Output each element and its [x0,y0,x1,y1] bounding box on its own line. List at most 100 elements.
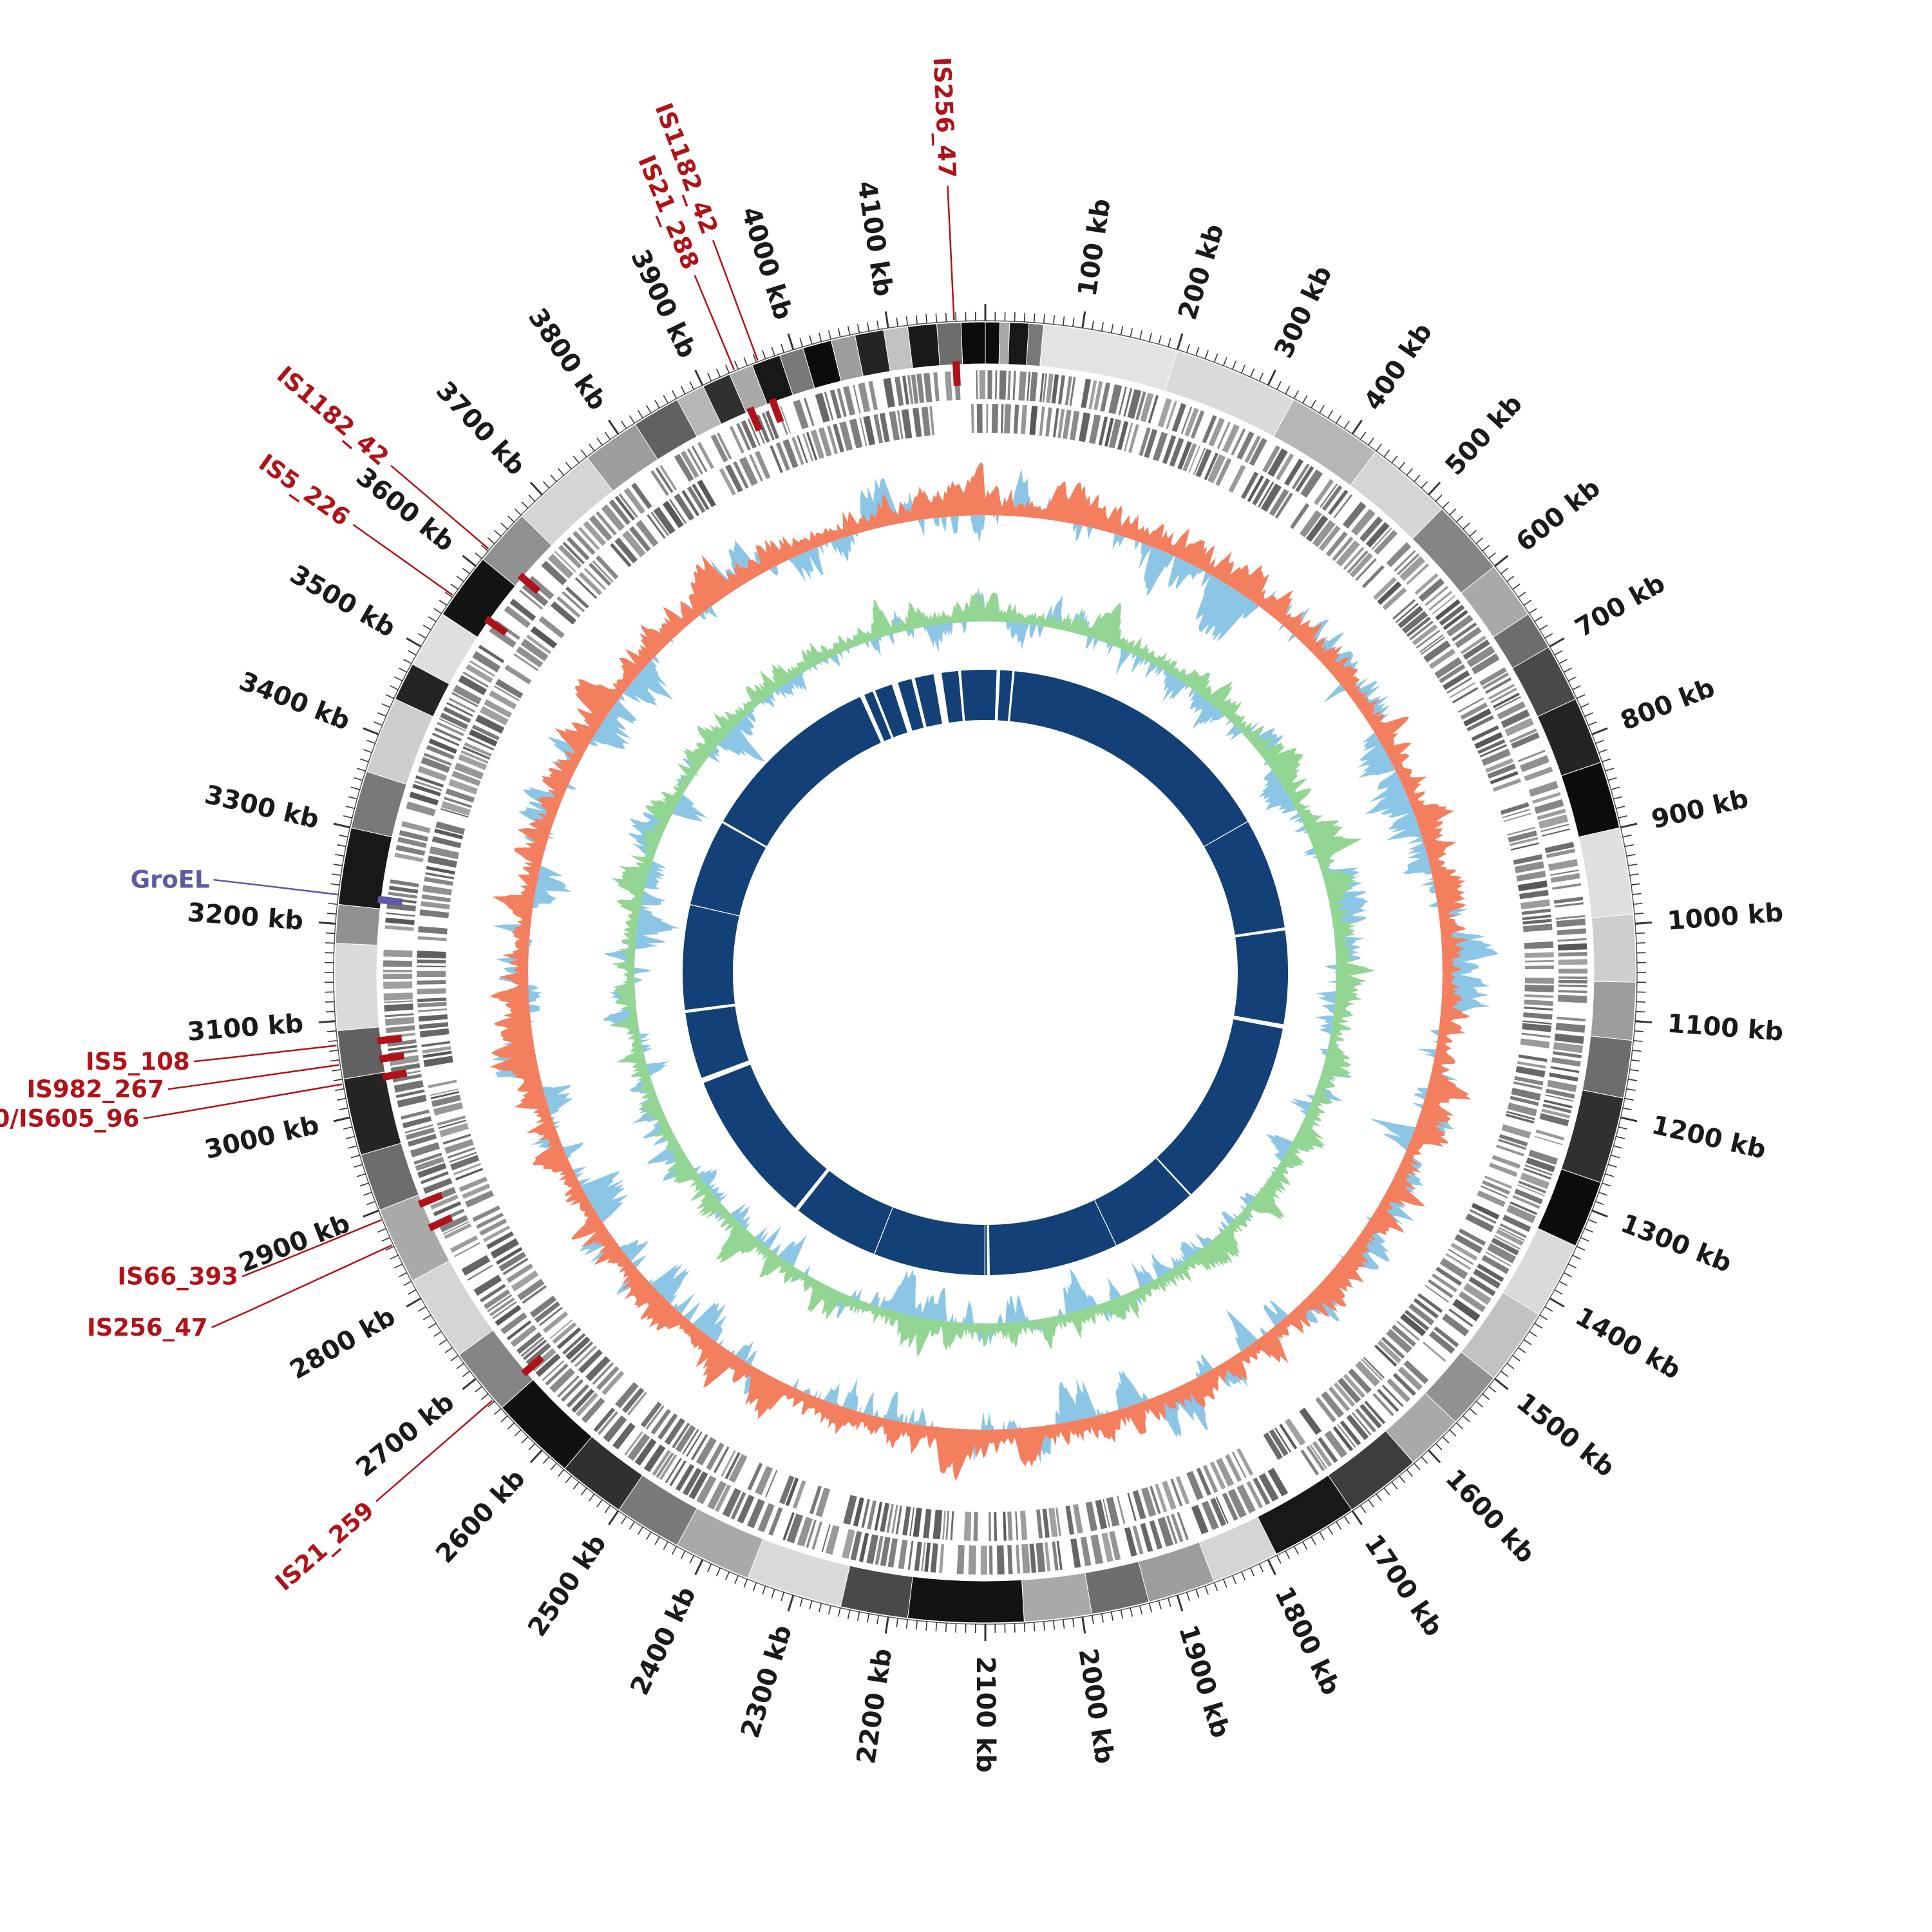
gene-block [719,468,736,496]
major-tick [787,333,795,350]
gene-block [1414,573,1439,595]
gene-block [971,404,974,433]
gene-block [385,917,415,925]
gene-block [561,1379,584,1402]
gene-block [1312,520,1336,547]
gene-block [1454,627,1482,649]
gene-block [1361,1358,1383,1381]
gene-block [566,1384,589,1408]
gene-block [1139,427,1151,457]
gene-block [440,808,469,818]
minor-tick [819,332,822,342]
minor-tick [1554,1289,1563,1295]
gene-block [1299,1407,1322,1435]
minor-tick [500,522,508,530]
minor-tick [1232,361,1236,370]
gene-block [1377,1388,1399,1412]
gene-block [1558,976,1587,980]
minor-tick [663,1541,668,1550]
gene-block [1450,1242,1478,1261]
gene-block [435,821,466,835]
minor-tick [1139,1605,1143,1615]
gene-block [1510,1095,1539,1106]
minor-tick [1285,1550,1291,1560]
minor-tick [1618,815,1627,819]
major-tick [462,554,477,567]
gene-block [1457,697,1484,713]
gene-block [439,718,466,732]
gene-block [923,373,933,402]
gene-block [810,430,825,459]
minor-tick [1336,1521,1342,1530]
gene-block [736,422,751,451]
gene-block [1386,542,1412,567]
minor-tick [1343,1516,1350,1524]
minor-tick [1383,449,1390,457]
gene-block [1162,1481,1177,1510]
gene-block [1336,540,1360,567]
gene-block [1485,1251,1511,1267]
gene-block [1412,624,1438,646]
gene-block [1127,1492,1137,1521]
minor-tick [734,361,739,370]
gene-block [1448,1249,1474,1265]
minor-tick [1558,1280,1567,1286]
gene-block [444,1139,474,1154]
minor-tick [521,501,529,509]
major-tick [1081,311,1086,328]
gene-block [1171,402,1186,432]
gene-block [1491,1237,1519,1256]
gene-block [1039,373,1045,402]
gene-block [394,853,424,862]
gene-block [410,1142,440,1158]
gene-block [386,1025,415,1034]
gene-block [506,1263,533,1283]
gene-block [422,885,452,896]
minor-tick [1421,480,1428,489]
minor-tick [1072,1618,1075,1627]
gene-block [1512,1195,1540,1209]
gene-block [472,1205,500,1222]
minor-tick [565,1475,572,1484]
minor-tick [335,1088,345,1091]
annotation-leader [947,185,955,321]
annotation-label: GroEL [131,866,210,894]
minor-tick [1449,1429,1457,1437]
tick-label: 3000 kb [202,1110,322,1165]
gene-block [419,909,450,918]
gene-block [386,912,415,917]
coverage-arc [1234,930,1289,1025]
gene-block [1558,984,1587,988]
ideogram-segment [1591,913,1636,983]
minor-tick [528,1443,536,1451]
gene-block [761,412,775,440]
gene-block [464,742,492,757]
gene-block [1515,1066,1546,1077]
gene-block [1517,880,1548,891]
gene-block [399,830,429,842]
minor-tick [1311,400,1316,408]
gene-block [1343,1374,1366,1398]
gene-block [1547,1079,1577,1092]
minor-tick [557,1469,565,1477]
gene-block [1521,908,1551,915]
minor-tick [1222,1578,1227,1588]
gene-block [421,757,450,773]
gene-block [388,1045,417,1052]
annotation-marker [746,406,763,432]
gene-block [797,435,808,464]
gene-block [1474,732,1503,749]
gene-block [886,1504,894,1533]
gene-block [692,484,710,511]
tick-label: 2900 kb [235,1209,354,1279]
gene-block [1089,414,1101,444]
gene-block [697,442,714,469]
gene-block [896,410,904,440]
gene-block [1481,748,1511,766]
gene-block [867,1500,876,1530]
gene-block [417,951,446,959]
minor-tick [809,335,813,345]
gene-block [1346,1414,1369,1441]
gene-block [486,1231,514,1249]
minor-tick [706,372,712,382]
